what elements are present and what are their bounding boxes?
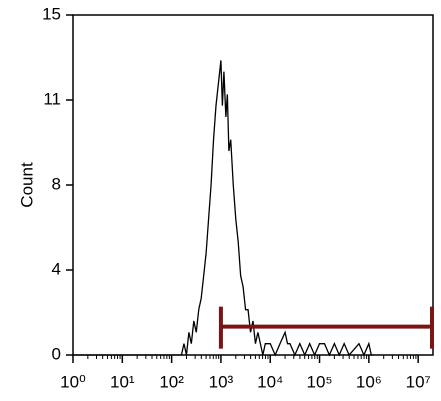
x-tick-label: 10⁴ (257, 372, 283, 391)
x-tick-label: 10² (159, 372, 184, 391)
y-tick-label: 15 (42, 4, 61, 23)
plot-frame (72, 14, 434, 356)
x-tick-label: 10³ (209, 372, 234, 391)
x-tick-label: 10¹ (110, 372, 135, 391)
x-tick-label: 10⁶ (356, 372, 382, 391)
x-tick-label: 10⁰ (60, 372, 86, 391)
x-tick-label: 10⁵ (307, 372, 333, 391)
y-tick-label: 4 (52, 259, 61, 278)
y-tick-label: 8 (52, 174, 61, 193)
histogram-line (73, 60, 374, 357)
y-tick-label: 0 (52, 344, 61, 363)
y-axis-label: Count (17, 162, 36, 208)
x-tick-label: 10⁷ (406, 372, 431, 391)
y-tick-label: 11 (43, 89, 61, 108)
